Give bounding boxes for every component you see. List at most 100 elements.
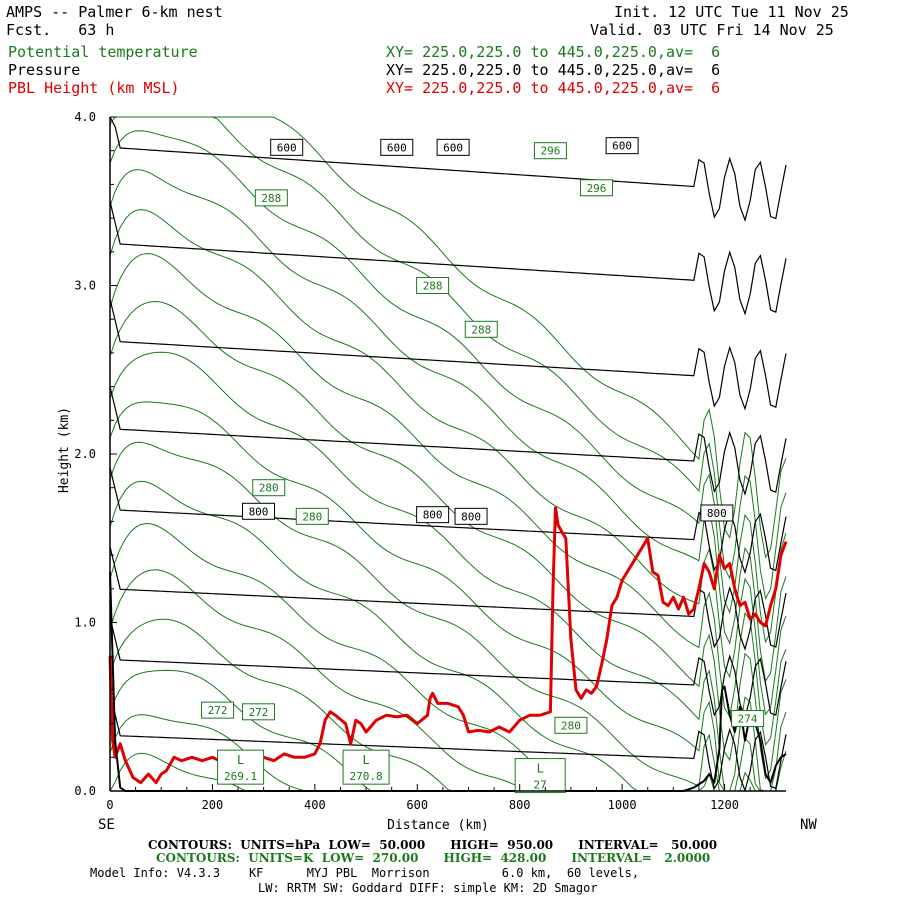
contour-label-box bbox=[464, 320, 498, 338]
low-label-box bbox=[342, 749, 390, 785]
theta-contour-line bbox=[109, 441, 786, 792]
x-tick-label: 800 bbox=[509, 798, 531, 812]
contour-label: 272 bbox=[249, 706, 269, 719]
pbl-height-line bbox=[108, 506, 788, 785]
contour-label: 800 bbox=[461, 510, 481, 523]
theta-contour-line bbox=[109, 522, 786, 792]
contour-label-box bbox=[416, 506, 450, 524]
contour-label: 600 bbox=[387, 141, 407, 154]
pressure-contour-line bbox=[109, 546, 787, 651]
footer-model-info: Model Info: V4.3.3 KF MYJ PBL Morrison 6… bbox=[90, 866, 640, 880]
app-title: AMPS -- Palmer 6-km nest bbox=[6, 3, 223, 21]
contour-label-box bbox=[700, 504, 734, 522]
x-tick-label: 1000 bbox=[608, 798, 637, 812]
contour-label-box bbox=[605, 137, 639, 155]
x-tick-label: 400 bbox=[304, 798, 326, 812]
contour-label-box bbox=[554, 716, 588, 734]
contour-label: 280 bbox=[561, 719, 581, 732]
theta-contours bbox=[109, 116, 787, 792]
y-tick-label: 0.0 bbox=[74, 784, 96, 798]
pressure-contour-line bbox=[109, 201, 787, 316]
y-tick-label: 3.0 bbox=[74, 279, 96, 293]
low-marker: L bbox=[237, 753, 244, 767]
y-axis-label: Height (km) bbox=[57, 407, 72, 493]
low-label-box bbox=[217, 749, 265, 785]
field-label-pbl: PBL Height (km MSL) bbox=[8, 79, 180, 97]
footer-physics: LW: RRTM SW: Goddard DIFF: simple KM: 2D… bbox=[258, 881, 598, 895]
contour-label: 274 bbox=[738, 713, 758, 726]
low-value: 27 bbox=[534, 779, 547, 792]
forecast-hour: Fcst. 63 h bbox=[6, 21, 115, 39]
y-tick-label: 1.0 bbox=[74, 616, 96, 630]
pressure-contour-line bbox=[109, 467, 787, 575]
contour-label: 288 bbox=[471, 323, 491, 336]
pressure-contours bbox=[109, 116, 787, 793]
contour-label: 296 bbox=[540, 145, 560, 158]
contour-label: 800 bbox=[423, 509, 443, 522]
contour-label-box bbox=[252, 479, 286, 497]
se-end-label: SE bbox=[98, 817, 115, 833]
x-tick-label: 0 bbox=[106, 798, 113, 812]
contour-label-box bbox=[295, 507, 329, 525]
low-label-box bbox=[514, 758, 566, 794]
contour-label-box bbox=[731, 710, 765, 728]
pressure-contour-line bbox=[109, 617, 787, 720]
contour-label-box bbox=[416, 277, 450, 294]
pressure-contour-line bbox=[109, 693, 787, 793]
low-marker: L bbox=[537, 762, 544, 776]
pressure-contour-line bbox=[109, 298, 787, 411]
axes: 0 200 400 600 800 1000 1200 0.0 1.0 2.0 3.0 4.0 Dist… bbox=[57, 110, 817, 833]
field-label-pressure: Pressure bbox=[8, 61, 81, 79]
y-tick-label: 4.0 bbox=[74, 110, 96, 124]
field-xy-pressure: XY= 225.0,225.0 to 445.0,225.0,av= 6 bbox=[386, 61, 721, 79]
contour-label: 272 bbox=[208, 704, 228, 717]
theta-contour-line bbox=[109, 253, 787, 747]
theta-contour-line bbox=[110, 116, 787, 559]
contour-label: 600 bbox=[612, 140, 632, 153]
contour-label: 280 bbox=[259, 482, 279, 495]
low-marker: L bbox=[362, 753, 369, 767]
theta-contour-line bbox=[109, 351, 787, 792]
theta-contour-line bbox=[109, 669, 786, 792]
low-value: 270.8 bbox=[349, 770, 382, 783]
footer-contours-k: CONTOURS: UNITS=K LOW= 270.00 HIGH= 428.… bbox=[156, 851, 711, 865]
y-tick-label: 2.0 bbox=[74, 447, 96, 461]
contour-label-box bbox=[580, 179, 614, 197]
x-tick-label: 200 bbox=[202, 798, 224, 812]
contour-label-box bbox=[533, 142, 567, 160]
x-tick-label: 1200 bbox=[710, 798, 739, 812]
contour-label: 280 bbox=[302, 510, 322, 523]
pressure-contour-line bbox=[109, 116, 787, 223]
field-xy-theta: XY= 225.0,225.0 to 445.0,225.0,av= 6 bbox=[386, 43, 721, 61]
init-time: Init. 12 UTC Tue 11 Nov 25 bbox=[614, 3, 849, 21]
contour-label: 296 bbox=[587, 182, 607, 195]
contour-label: 800 bbox=[249, 505, 269, 518]
valid-time: Valid. 03 UTC Fri 14 Nov 25 bbox=[590, 21, 834, 39]
theta-contour-line bbox=[109, 116, 787, 601]
contour-label-box bbox=[242, 703, 276, 721]
x-tick-label: 600 bbox=[406, 798, 428, 812]
theta-contour-line bbox=[109, 209, 787, 716]
pressure-contour-line bbox=[109, 386, 787, 497]
field-label-theta: Potential temperature bbox=[8, 43, 198, 61]
theta-contour-line bbox=[109, 130, 787, 644]
nw-end-label: NW bbox=[800, 817, 817, 833]
contour-label: 600 bbox=[443, 141, 463, 154]
theta-contour-line bbox=[109, 169, 787, 683]
theta-contour-line bbox=[109, 480, 786, 792]
contour-label: 288 bbox=[261, 192, 281, 205]
theta-contour-line bbox=[109, 401, 787, 792]
contour-label-box bbox=[270, 138, 304, 156]
contour-label-box bbox=[201, 701, 235, 719]
field-xy-pbl: XY= 225.0,225.0 to 445.0,225.0,av= 6 bbox=[386, 79, 721, 97]
footer-contours-hpa: CONTOURS: UNITS=hPa LOW= 50.000 HIGH= 95… bbox=[148, 838, 718, 852]
x-axis-label: Distance (km) bbox=[387, 818, 489, 833]
contour-label-box bbox=[254, 189, 288, 207]
contour-label-box bbox=[454, 507, 488, 525]
contour-label-box bbox=[436, 138, 470, 156]
contour-labels: 600 600 600 600 800 800 800 800 296 296 288 288 288 2… bbox=[201, 137, 765, 794]
contour-label: 600 bbox=[277, 141, 297, 154]
low-value: 269.1 bbox=[224, 770, 257, 783]
contour-label: 288 bbox=[423, 280, 443, 293]
